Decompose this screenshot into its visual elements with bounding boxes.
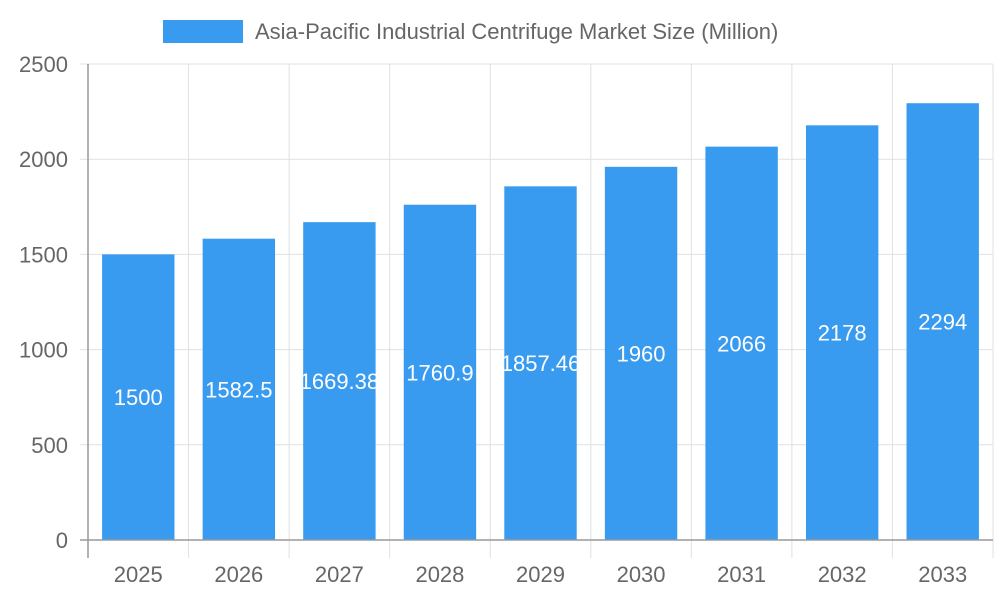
x-tick-label: 2026: [214, 562, 263, 587]
bar: [504, 186, 577, 541]
x-tick-label: 2031: [717, 562, 766, 587]
x-tick-label: 2027: [315, 562, 364, 587]
y-tick-label: 2500: [19, 52, 68, 77]
bar-data-label: 1960: [617, 341, 666, 366]
x-tick-label: 2033: [918, 562, 967, 587]
bar-data-label: 1669.38: [300, 369, 380, 394]
bar: [604, 166, 678, 541]
x-tick-label: 2030: [617, 562, 666, 587]
bar: [705, 146, 778, 540]
bar: [102, 254, 175, 540]
y-tick-label: 500: [31, 433, 68, 458]
bar: [805, 125, 879, 540]
x-tick-label: 2025: [114, 562, 163, 587]
bar-data-label: 1760.9: [406, 360, 473, 385]
bar-data-label: 2178: [818, 321, 867, 346]
y-tick-label: 1000: [19, 338, 68, 363]
bar: [906, 103, 979, 540]
x-tick-label: 2032: [818, 562, 867, 587]
y-tick-label: 1500: [19, 242, 68, 267]
legend-swatch: [163, 20, 243, 43]
bar-data-label: 1500: [114, 385, 163, 410]
bar-data-label: 1857.46: [501, 351, 581, 376]
y-tick-label: 0: [56, 528, 68, 553]
bar: [403, 204, 477, 540]
y-tick-label: 2000: [19, 147, 68, 172]
x-tick-label: 2028: [415, 562, 464, 587]
legend: Asia-Pacific Industrial Centrifuge Marke…: [163, 19, 778, 44]
bar-data-label: 2066: [717, 331, 766, 356]
bar: [303, 222, 376, 540]
x-tick-label: 2029: [516, 562, 565, 587]
bar-data-label: 1582.5: [205, 377, 272, 402]
bar: [202, 238, 276, 540]
legend-label: Asia-Pacific Industrial Centrifuge Marke…: [255, 19, 778, 44]
bar-data-label: 2294: [918, 310, 967, 335]
